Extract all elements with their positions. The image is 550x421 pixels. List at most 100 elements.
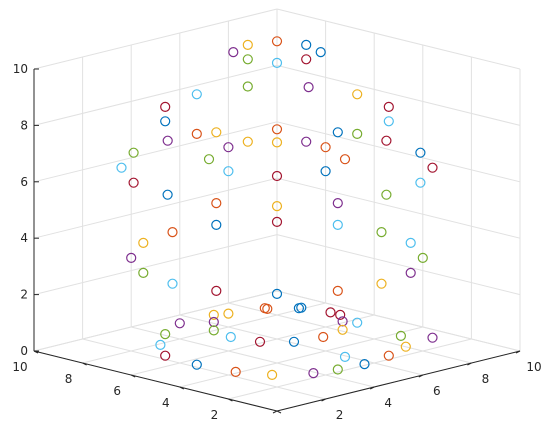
floor-grid-y-2 [228,338,472,400]
data-point [155,339,166,350]
data-point [332,285,343,296]
data-point [318,331,329,343]
x-tick-mark-6 [418,374,424,378]
data-point [271,216,283,227]
data-point [352,89,363,100]
data-point [167,227,178,238]
data-point [271,57,283,69]
data-point [332,127,343,138]
data-point [339,154,351,165]
data-point [211,285,222,296]
data-point [405,237,416,248]
data-point [126,252,137,263]
data-point [230,366,241,377]
data-point [211,127,222,138]
data-point [128,147,139,158]
axes [33,68,521,414]
data-point [335,309,346,320]
data-point [208,309,219,320]
data-point [271,36,283,47]
backwall-y-horiz-2 [33,234,278,296]
z-tick-label: 4 [20,231,28,245]
data-point [242,136,253,147]
data-point [383,116,394,127]
y-tick-mark-10 [33,350,39,354]
data-point [271,137,283,148]
data-point [337,316,348,327]
data-point [352,128,363,139]
data-point [211,219,222,230]
data-point [211,198,222,209]
data-point [293,303,304,314]
floor-grid-x-4 [131,326,375,388]
floor-grid-x-6 [179,314,423,376]
z-tick-label: 0 [20,344,28,358]
z-tick-label: 6 [20,175,28,189]
data-points [116,36,438,380]
data-point [427,332,438,343]
data-point [162,189,173,200]
x-tick-mark-10 [515,350,521,354]
data-point [203,154,215,165]
floor-grid-x-2 [82,338,326,400]
floor-grid-y-4 [179,326,423,388]
y-tick-mark-8 [82,362,87,366]
floor-grid-y-8 [82,302,326,364]
data-point [303,81,314,93]
data-point [138,237,149,248]
data-point [259,303,270,314]
y-tick-label: 10 [12,360,27,374]
backwall-y-horiz-8 [33,64,278,126]
data-point [174,318,185,329]
data-point [405,267,416,278]
data-point [162,135,173,146]
x-tick-mark-2 [321,398,326,402]
x-tick-mark-4 [369,386,375,390]
data-point [267,369,278,380]
data-point [332,364,343,375]
z-tick-label: 10 [13,62,28,76]
x-tick-label: 8 [482,372,490,386]
data-point [160,116,171,127]
backwall-y-horiz-10 [33,8,278,70]
data-point [128,177,139,188]
data-point [376,278,387,289]
x-axis-line [276,350,521,412]
data-point [116,162,127,173]
backwall-x-horiz-10 [276,8,521,70]
y-axis-line [33,350,278,412]
data-point [254,336,266,347]
data-point [320,166,331,177]
data-point [320,142,331,153]
data-point [376,227,387,238]
z-tick-label: 2 [20,288,28,302]
data-point [288,336,300,347]
x-tick-mark-0 [272,410,278,414]
data-point [301,136,312,147]
data-point [271,124,283,135]
data-point [191,89,202,100]
data-point [315,46,326,58]
data-point [191,128,202,139]
x-tick-mark-8 [467,362,472,366]
data-point [337,324,348,335]
x-tick-label: 4 [384,396,392,410]
backwall-y-horiz-6 [33,121,278,183]
backwall-x-horiz-8 [276,64,521,126]
data-point [242,54,253,65]
data-point [383,101,394,113]
data-point [167,278,178,289]
y-tick-label: 6 [113,384,121,398]
data-point [208,316,219,328]
data-point [301,54,312,65]
x-tick-label: 6 [433,384,441,398]
data-point [339,351,351,362]
data-point [191,359,202,370]
data-point [325,307,336,318]
backwall-x-horiz-0 [276,290,521,352]
data-point [383,350,394,361]
y-tick-label: 4 [162,396,170,410]
data-point [400,341,411,352]
data-point [228,46,239,58]
